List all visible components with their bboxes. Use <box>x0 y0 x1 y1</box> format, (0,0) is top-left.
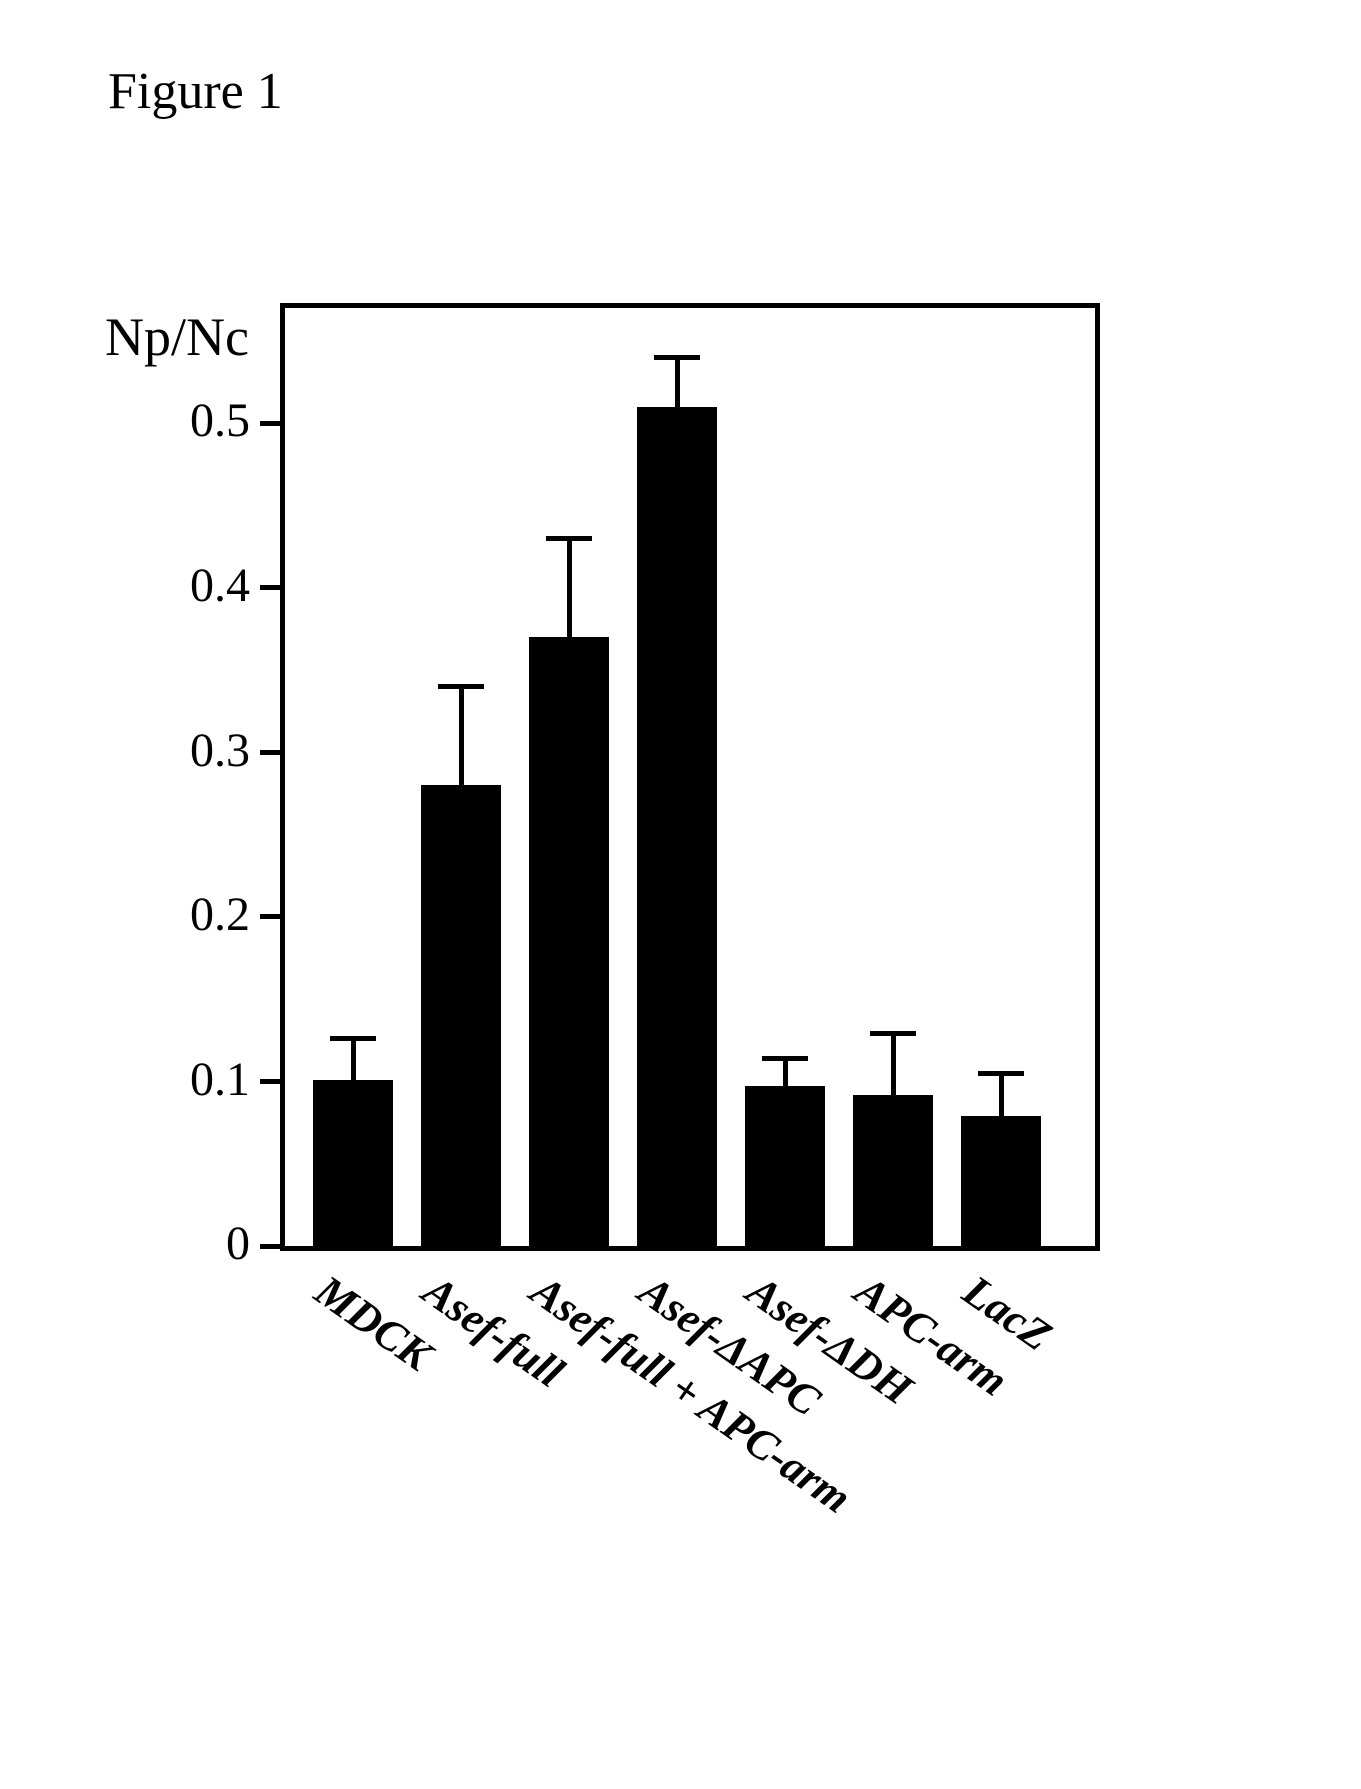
plot-frame <box>280 303 1100 1251</box>
y-tick <box>260 421 280 426</box>
y-tick <box>260 1244 280 1249</box>
error-bar-stem <box>459 687 464 786</box>
y-tick-label: 0.4 <box>130 558 250 613</box>
error-bar-cap <box>870 1031 916 1036</box>
error-bar-stem <box>567 538 572 637</box>
error-bar-cap <box>762 1056 808 1061</box>
error-bar-stem <box>783 1058 788 1086</box>
y-tick-label: 0.5 <box>130 393 250 448</box>
bar <box>421 785 501 1246</box>
bar <box>745 1086 825 1246</box>
error-bar-stem <box>675 357 680 406</box>
bar <box>637 407 717 1246</box>
figure-title: Figure 1 <box>108 62 283 121</box>
bar <box>313 1080 393 1246</box>
error-bar-cap <box>546 536 592 541</box>
bar <box>961 1116 1041 1246</box>
y-tick-label: 0.1 <box>130 1052 250 1107</box>
y-tick <box>260 914 280 919</box>
y-axis-title: Np/Nc <box>105 306 249 368</box>
y-tick <box>260 585 280 590</box>
y-tick <box>260 750 280 755</box>
y-tick <box>260 1079 280 1084</box>
y-tick-label: 0.2 <box>130 887 250 942</box>
y-tick-label: 0.3 <box>130 723 250 778</box>
y-tick-label: 0 <box>130 1216 250 1271</box>
error-bar-stem <box>999 1073 1004 1116</box>
error-bar-stem <box>891 1034 896 1095</box>
bar <box>853 1095 933 1246</box>
page: { "figure_title": { "text": "Figure 1", … <box>0 0 1361 1789</box>
x-category-label: MDCK <box>306 1265 441 1381</box>
error-bar-cap <box>438 684 484 689</box>
error-bar-stem <box>351 1039 356 1080</box>
error-bar-cap <box>330 1036 376 1041</box>
error-bar-cap <box>654 355 700 360</box>
bar <box>529 637 609 1246</box>
error-bar-cap <box>978 1071 1024 1076</box>
